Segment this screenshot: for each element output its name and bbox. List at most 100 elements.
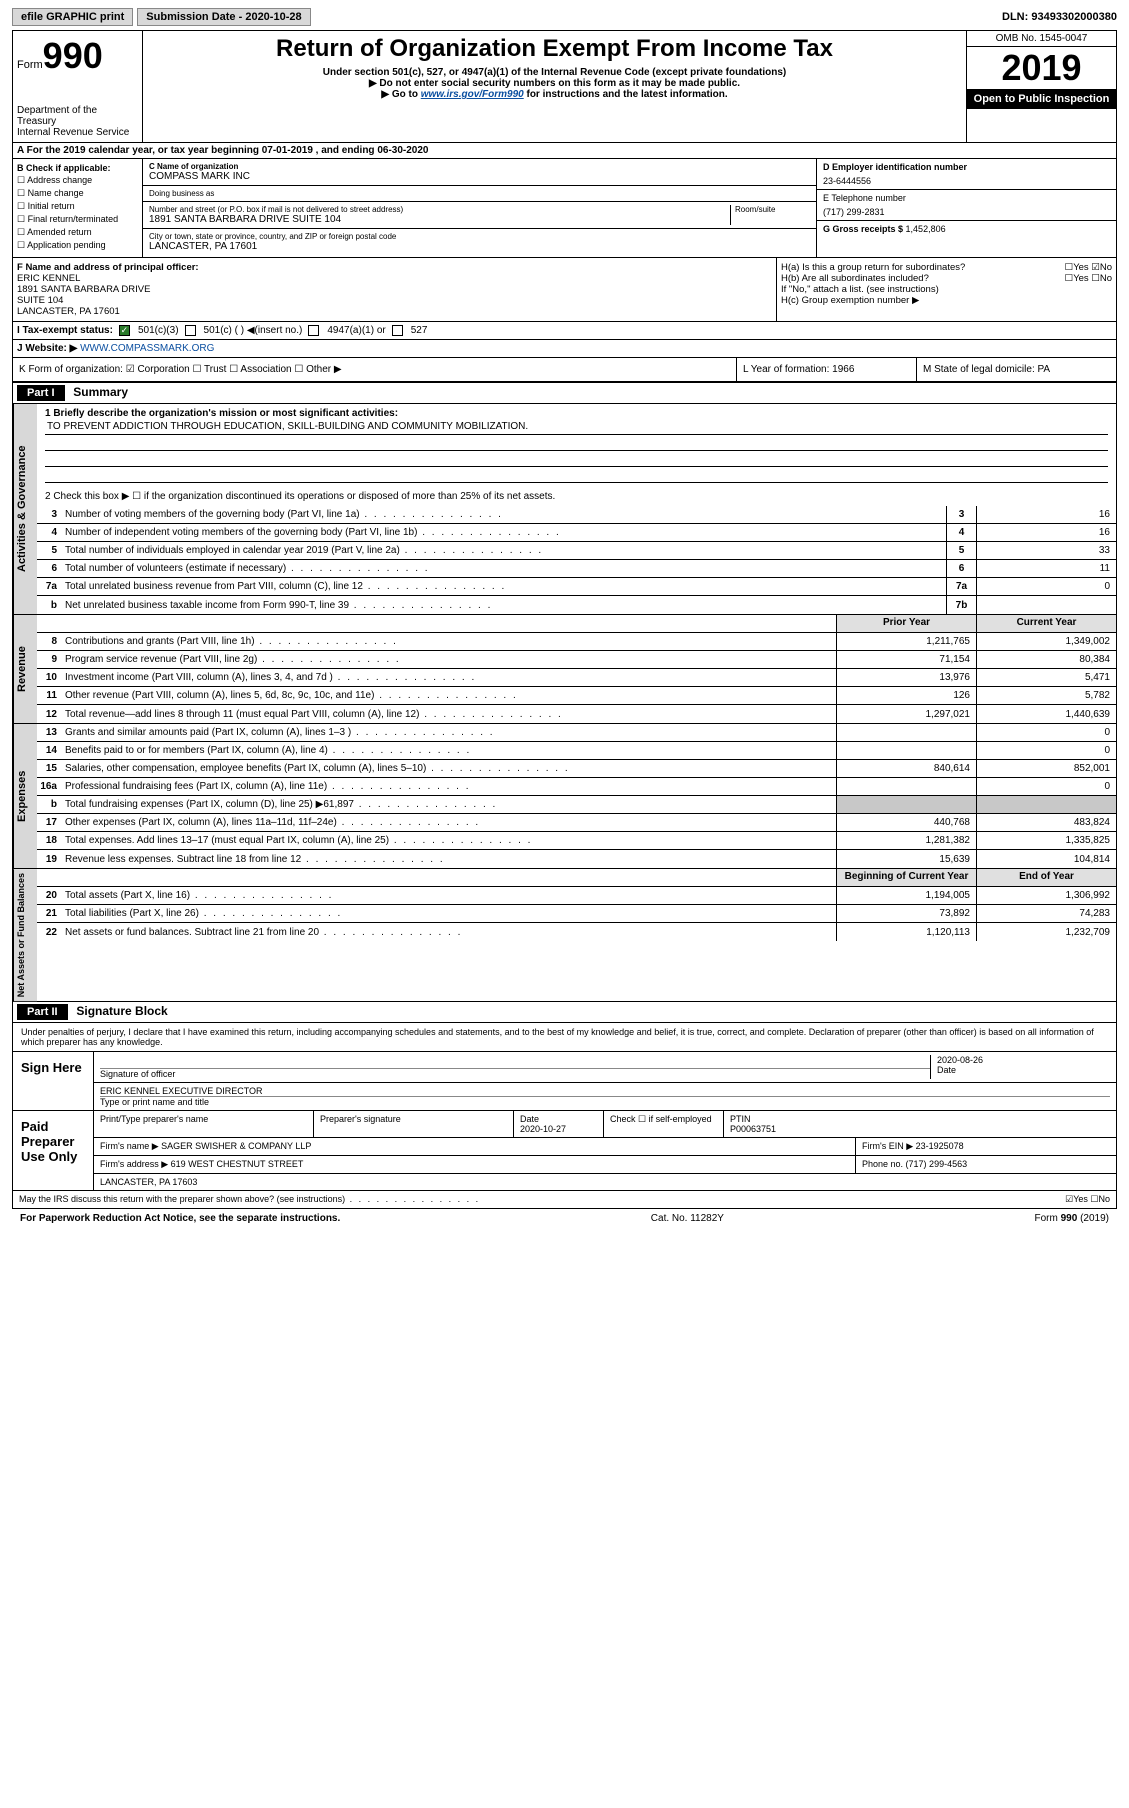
discuss-yes[interactable]: ☑Yes bbox=[1065, 1194, 1088, 1204]
table-row: 19 Revenue less expenses. Subtract line … bbox=[37, 850, 1116, 868]
table-row: 12 Total revenue—add lines 8 through 11 … bbox=[37, 705, 1116, 723]
ha-yes[interactable]: ☐Yes bbox=[1065, 262, 1089, 273]
row-a-tax-year: A For the 2019 calendar year, or tax yea… bbox=[12, 143, 1117, 159]
firm-addr1: 619 WEST CHESTNUT STREET bbox=[171, 1159, 304, 1169]
prep-col2: Preparer's signature bbox=[314, 1111, 514, 1137]
check-initial-return[interactable]: ☐ Initial return bbox=[17, 201, 138, 212]
table-row: 22 Net assets or fund balances. Subtract… bbox=[37, 923, 1116, 941]
section-g-label: G Gross receipts $ bbox=[823, 224, 906, 234]
table-row: 5 Total number of individuals employed i… bbox=[37, 542, 1116, 560]
prep-self-employed[interactable]: Check ☐ if self-employed bbox=[604, 1111, 724, 1137]
efile-button[interactable]: efile GRAPHIC print bbox=[12, 8, 133, 26]
table-row: 21 Total liabilities (Part X, line 26) 7… bbox=[37, 905, 1116, 923]
section-e-label: E Telephone number bbox=[823, 193, 1110, 203]
table-row: 16a Professional fundraising fees (Part … bbox=[37, 778, 1116, 796]
subtitle-3: ▶ Go to www.irs.gov/Form990 for instruct… bbox=[147, 89, 962, 100]
dln-label: DLN: 93493302000380 bbox=[1002, 11, 1117, 23]
check-address-change[interactable]: ☐ Address change bbox=[17, 175, 138, 186]
check-501c3[interactable] bbox=[119, 325, 130, 336]
table-row: 9 Program service revenue (Part VIII, li… bbox=[37, 651, 1116, 669]
firm-addr2: LANCASTER, PA 17603 bbox=[94, 1174, 1116, 1190]
part2-header: Part II bbox=[17, 1004, 68, 1020]
sig-name: ERIC KENNEL EXECUTIVE DIRECTOR bbox=[100, 1086, 1110, 1097]
check-name-change[interactable]: ☐ Name change bbox=[17, 188, 138, 199]
street-address: 1891 SANTA BARBARA DRIVE SUITE 104 bbox=[149, 214, 730, 225]
dept-label: Department of the Treasury Internal Reve… bbox=[17, 105, 138, 138]
table-row: 10 Investment income (Part VIII, column … bbox=[37, 669, 1116, 687]
addr-label: Number and street (or P.O. box if mail i… bbox=[149, 205, 730, 214]
side-label-expenses: Expenses bbox=[13, 724, 37, 868]
ha-no[interactable]: ☑No bbox=[1091, 262, 1112, 273]
prep-ptin-label: PTIN bbox=[730, 1114, 751, 1124]
form-header: Form990 Department of the Treasury Inter… bbox=[12, 30, 1117, 143]
public-inspection-label: Open to Public Inspection bbox=[967, 89, 1116, 109]
table-row: 7a Total unrelated business revenue from… bbox=[37, 578, 1116, 596]
firm-addr-label: Firm's address ▶ bbox=[100, 1159, 171, 1169]
row-i-tax-exempt: I Tax-exempt status: 501(c)(3) 501(c) ( … bbox=[12, 322, 1117, 340]
footer-left: For Paperwork Reduction Act Notice, see … bbox=[20, 1213, 340, 1224]
section-c-label: C Name of organization bbox=[149, 162, 810, 171]
table-row: 6 Total number of volunteers (estimate i… bbox=[37, 560, 1116, 578]
officer-addr1: 1891 SANTA BARBARA DRIVE bbox=[17, 284, 772, 295]
col-prior-year: Prior Year bbox=[836, 615, 976, 632]
firm-phone-label: Phone no. bbox=[862, 1159, 906, 1169]
gross-receipts: 1,452,806 bbox=[906, 224, 946, 234]
section-l: L Year of formation: 1966 bbox=[736, 358, 916, 381]
check-application-pending[interactable]: ☐ Application pending bbox=[17, 240, 138, 251]
row-klm: K Form of organization: ☑ Corporation ☐ … bbox=[12, 358, 1117, 382]
part1-header: Part I bbox=[17, 385, 65, 401]
discuss-no[interactable]: ☐No bbox=[1090, 1194, 1110, 1204]
check-527[interactable] bbox=[392, 325, 403, 336]
mission-blank1 bbox=[45, 435, 1108, 451]
side-label-governance: Activities & Governance bbox=[13, 404, 37, 614]
perjury-declaration: Under penalties of perjury, I declare th… bbox=[13, 1023, 1116, 1051]
check-4947[interactable] bbox=[308, 325, 319, 336]
hb-yes[interactable]: ☐Yes bbox=[1065, 273, 1089, 284]
col-beginning-year: Beginning of Current Year bbox=[836, 869, 976, 886]
part1-title: Summary bbox=[73, 385, 128, 399]
table-row: 20 Total assets (Part X, line 16) 1,194,… bbox=[37, 887, 1116, 905]
website-link[interactable]: WWW.COMPASSMARK.ORG bbox=[80, 343, 214, 354]
table-row: 13 Grants and similar amounts paid (Part… bbox=[37, 724, 1116, 742]
line2-text: 2 Check this box ▶ ☐ if the organization… bbox=[37, 487, 1116, 506]
section-k: K Form of organization: ☑ Corporation ☐ … bbox=[13, 358, 736, 381]
submission-date-button[interactable]: Submission Date - 2020-10-28 bbox=[137, 8, 310, 26]
firm-ein: 23-1925078 bbox=[916, 1141, 964, 1151]
firm-ein-label: Firm's EIN ▶ bbox=[862, 1141, 916, 1151]
hb-note: If "No," attach a list. (see instruction… bbox=[781, 284, 1112, 295]
table-row: 14 Benefits paid to or for members (Part… bbox=[37, 742, 1116, 760]
footer-right: Form 990 (2019) bbox=[1035, 1213, 1109, 1224]
sign-here-label: Sign Here bbox=[13, 1052, 93, 1110]
check-final-return[interactable]: ☐ Final return/terminated bbox=[17, 214, 138, 225]
hc-label: H(c) Group exemption number ▶ bbox=[781, 295, 1112, 306]
discuss-label: May the IRS discuss this return with the… bbox=[19, 1194, 480, 1205]
col-end-year: End of Year bbox=[976, 869, 1116, 886]
side-label-net-assets: Net Assets or Fund Balances bbox=[13, 869, 37, 1001]
part2-title: Signature Block bbox=[76, 1004, 167, 1018]
signature-block: Under penalties of perjury, I declare th… bbox=[12, 1023, 1117, 1209]
prep-date: 2020-10-27 bbox=[520, 1124, 566, 1134]
page-footer: For Paperwork Reduction Act Notice, see … bbox=[12, 1209, 1117, 1228]
instructions-link[interactable]: www.irs.gov/Form990 bbox=[421, 89, 524, 100]
section-b-heading: B Check if applicable: bbox=[17, 163, 138, 173]
topbar: efile GRAPHIC print Submission Date - 20… bbox=[12, 8, 1117, 26]
mission-blank3 bbox=[45, 467, 1108, 483]
section-d-label: D Employer identification number bbox=[823, 162, 1110, 172]
phone-value: (717) 299-2831 bbox=[823, 207, 1110, 217]
check-amended[interactable]: ☐ Amended return bbox=[17, 227, 138, 238]
table-row: 18 Total expenses. Add lines 13–17 (must… bbox=[37, 832, 1116, 850]
prep-date-label: Date bbox=[520, 1114, 539, 1124]
ha-label: H(a) Is this a group return for subordin… bbox=[781, 262, 965, 273]
city-state-zip: LANCASTER, PA 17601 bbox=[149, 241, 810, 252]
hb-no[interactable]: ☐No bbox=[1091, 273, 1112, 284]
org-name: COMPASS MARK INC bbox=[149, 171, 810, 182]
officer-city: LANCASTER, PA 17601 bbox=[17, 306, 772, 317]
table-row: b Total fundraising expenses (Part IX, c… bbox=[37, 796, 1116, 814]
check-501c[interactable] bbox=[185, 325, 196, 336]
table-row: 17 Other expenses (Part IX, column (A), … bbox=[37, 814, 1116, 832]
firm-name: SAGER SWISHER & COMPANY LLP bbox=[161, 1141, 311, 1151]
dba-label: Doing business as bbox=[149, 189, 810, 198]
table-row: 8 Contributions and grants (Part VIII, l… bbox=[37, 633, 1116, 651]
section-bcdefg: B Check if applicable: ☐ Address change … bbox=[12, 159, 1117, 258]
sig-date-label: Date bbox=[937, 1065, 1110, 1075]
